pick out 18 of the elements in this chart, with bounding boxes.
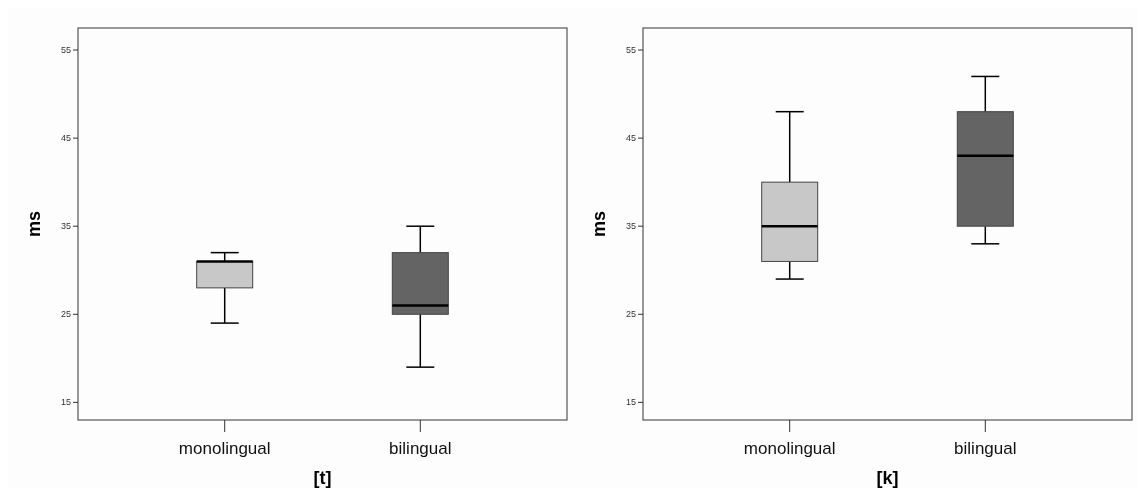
- y-tick-label: 45: [625, 132, 636, 143]
- y-tick-label: 45: [60, 132, 71, 143]
- y-tick-label: 15: [625, 397, 636, 408]
- y-tick-label: 15: [60, 397, 71, 408]
- y-axis-title: ms: [24, 210, 44, 238]
- y-tick-label: 35: [60, 221, 71, 232]
- x-tick-label: monolingual: [743, 439, 836, 458]
- x-tick-label: bilingual: [954, 439, 1017, 458]
- y-tick-label: 35: [625, 221, 636, 232]
- x-axis-title: [k]: [876, 468, 899, 488]
- x-tick-label: monolingual: [178, 439, 271, 458]
- x-axis-title: [t]: [313, 468, 332, 488]
- y-tick-label: 55: [60, 44, 71, 55]
- y-tick-label: 25: [60, 309, 71, 320]
- y-tick-label: 25: [625, 309, 636, 320]
- y-tick-label: 55: [625, 44, 636, 55]
- y-axis-title: ms: [589, 210, 609, 238]
- x-tick-label: bilingual: [389, 439, 452, 458]
